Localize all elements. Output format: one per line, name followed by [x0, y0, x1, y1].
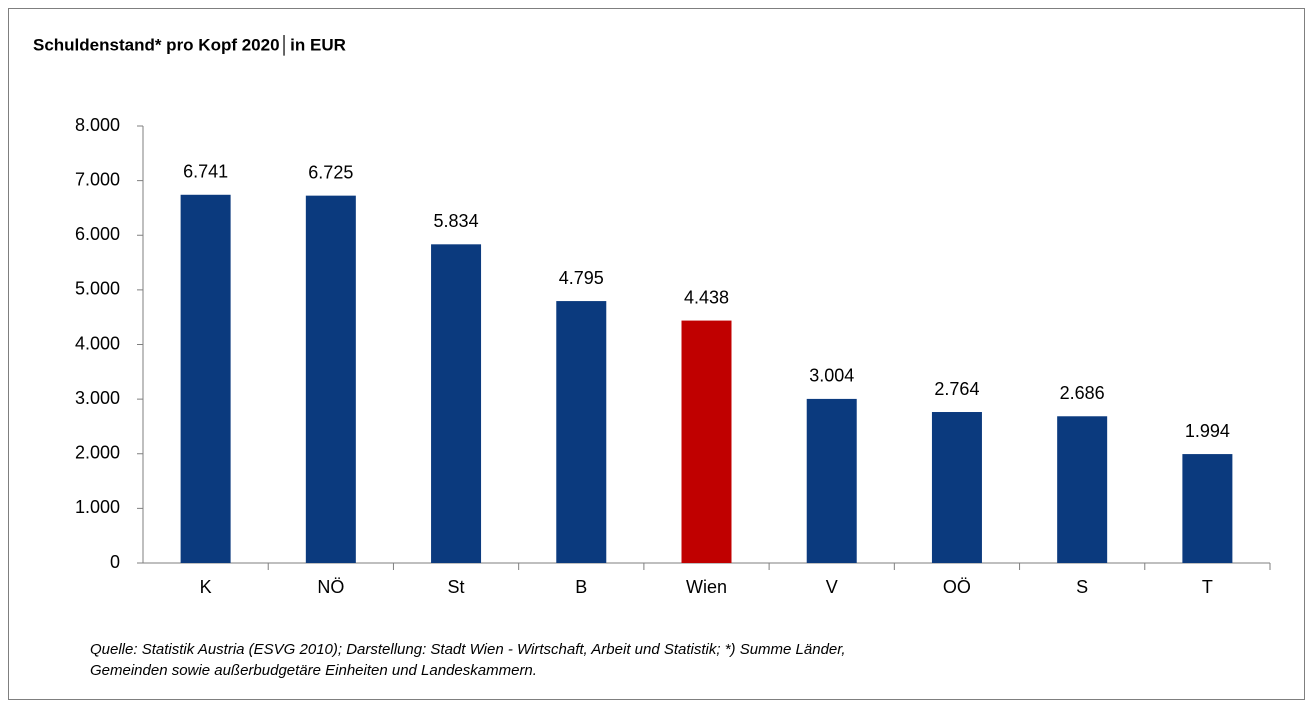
bar [1057, 416, 1108, 563]
value-label: 6.741 [183, 162, 228, 182]
x-tick-label: OÖ [943, 577, 971, 597]
bar [431, 244, 482, 563]
bar [931, 412, 982, 563]
x-tick-label: S [1076, 577, 1088, 597]
y-tick-label: 2.000 [75, 443, 120, 463]
bar [1182, 454, 1233, 563]
value-label: 2.764 [934, 379, 979, 399]
bar [556, 301, 607, 563]
bar [305, 195, 356, 563]
source-note: Quelle: Statistik Austria (ESVG 2010); D… [90, 641, 846, 658]
y-tick-label: 7.000 [75, 169, 120, 189]
x-tick-label: T [1202, 577, 1213, 597]
value-label: 5.834 [434, 211, 479, 231]
bar [681, 320, 732, 563]
value-label: 4.795 [559, 268, 604, 288]
x-tick-label: V [826, 577, 838, 597]
y-tick-label: 4.000 [75, 333, 120, 353]
y-tick-label: 5.000 [75, 279, 120, 299]
source-note: Gemeinden sowie außerbudgetäre Einheiten… [90, 662, 537, 679]
bar [806, 398, 857, 563]
y-tick-label: 3.000 [75, 388, 120, 408]
value-label: 3.004 [809, 366, 854, 386]
chart-title: Schuldenstand* pro Kopf 2020│in EUR [33, 34, 346, 56]
value-label: 1.994 [1185, 421, 1230, 441]
y-tick-label: 6.000 [75, 224, 120, 244]
value-label: 4.438 [684, 287, 729, 307]
value-label: 2.686 [1060, 383, 1105, 403]
x-tick-label: NÖ [317, 577, 344, 597]
y-tick-label: 1.000 [75, 497, 120, 517]
bar [180, 194, 231, 563]
x-tick-label: B [575, 577, 587, 597]
value-label: 6.725 [308, 162, 353, 182]
y-tick-label: 8.000 [75, 115, 120, 135]
x-tick-label: Wien [686, 577, 727, 597]
x-tick-label: St [448, 577, 465, 597]
x-tick-label: K [200, 577, 212, 597]
y-tick-label: 0 [110, 552, 120, 572]
